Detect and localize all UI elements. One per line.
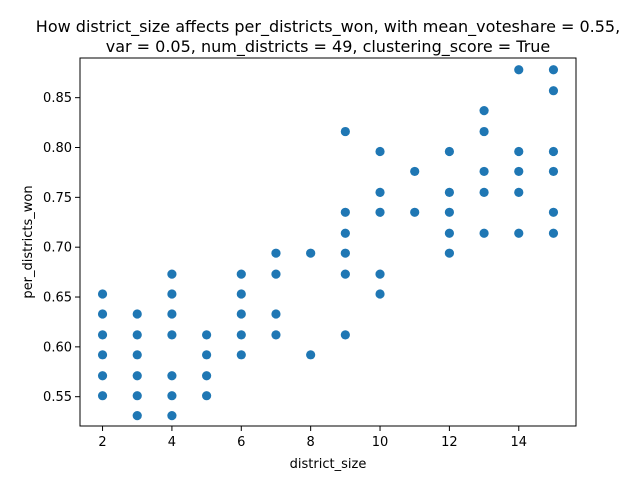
scatter-point [375, 207, 385, 217]
scatter-point [375, 289, 385, 299]
x-tick-label: 12 [441, 435, 458, 450]
scatter-point [375, 187, 385, 197]
x-tick-label: 4 [168, 435, 176, 450]
scatter-point [548, 166, 559, 177]
scatter-point [444, 187, 454, 197]
scatter-point [444, 248, 454, 258]
scatter-point [514, 65, 524, 75]
x-tick-label: 10 [372, 435, 389, 450]
y-tick-label: 0.80 [43, 141, 72, 156]
scatter-point [97, 391, 108, 401]
scatter-point [444, 207, 454, 217]
y-tick-label: 0.60 [43, 340, 72, 355]
y-axis-label: per_districts_won [21, 185, 36, 298]
y-axis-ticks: 0.55 0.60 0.65 0.70 0.75 0.80 0.85 [43, 91, 80, 405]
scatter-point [340, 269, 350, 279]
x-axis-ticks: 2 4 6 8 10 12 14 [98, 426, 527, 450]
x-tick-label: 2 [98, 435, 106, 450]
scatter-point [444, 146, 454, 157]
scatter-point [514, 166, 524, 177]
scatter-point [132, 309, 142, 319]
scatter-point [132, 330, 142, 340]
scatter-point [514, 187, 524, 197]
x-tick-label: 6 [237, 435, 245, 450]
scatter-point [236, 309, 246, 319]
scatter-point [132, 391, 142, 401]
y-tick-label: 0.70 [43, 241, 72, 256]
scatter-point [548, 146, 559, 157]
scatter-point [444, 228, 454, 238]
scatter-point [479, 106, 489, 116]
scatter-point [167, 269, 177, 279]
scatter-point [340, 248, 350, 258]
scatter-point [340, 207, 350, 217]
chart-title-line-1: How district_size affects per_districts_… [36, 17, 620, 37]
scatter-point [514, 146, 524, 157]
plot-area-frame [79, 57, 577, 427]
scatter-point [97, 309, 108, 319]
scatter-point [479, 166, 489, 177]
scatter-point [548, 86, 559, 96]
x-axis-label: district_size [290, 457, 367, 472]
scatter-point [340, 330, 350, 340]
scatter-point [340, 126, 350, 137]
scatter-point [97, 289, 108, 299]
scatter-point [410, 166, 420, 177]
scatter-point [167, 289, 177, 299]
scatter-point [97, 330, 108, 340]
scatter-point [132, 371, 142, 381]
scatter-point [410, 207, 420, 217]
x-tick-label: 14 [510, 435, 527, 450]
scatter-point [167, 309, 177, 319]
scatter-point [97, 350, 108, 360]
y-tick-label: 0.65 [43, 291, 72, 306]
scatter-point [132, 411, 142, 421]
scatter-point [271, 269, 281, 279]
scatter-point [375, 146, 385, 157]
scatter-point [167, 411, 177, 421]
y-tick-label: 0.85 [43, 91, 72, 106]
scatter-point [548, 65, 559, 75]
scatter-point [236, 269, 246, 279]
scatter-point [479, 187, 489, 197]
y-tick-label: 0.75 [43, 191, 72, 206]
scatter-point [479, 126, 489, 137]
x-tick-label: 8 [307, 435, 315, 450]
scatter-point [548, 207, 559, 217]
scatter-point [236, 289, 246, 299]
data-points [97, 65, 559, 421]
scatter-point [271, 248, 281, 258]
scatter-point [167, 330, 177, 340]
scatter-point [167, 391, 177, 401]
scatter-point [202, 330, 212, 340]
scatter-point [167, 371, 177, 381]
scatter-point [236, 350, 246, 360]
scatter-point [306, 248, 316, 258]
scatter-point [514, 228, 524, 238]
scatter-point [202, 391, 212, 401]
scatter-point [202, 350, 212, 360]
scatter-point [306, 350, 316, 360]
scatter-point [479, 228, 489, 238]
scatter-point [375, 269, 385, 279]
scatter-point [132, 350, 142, 360]
y-tick-label: 0.55 [43, 390, 72, 405]
scatter-point [202, 371, 212, 381]
scatter-point [548, 228, 559, 238]
scatter-point [271, 309, 281, 319]
chart-title-line-2: var = 0.05, num_districts = 49, clusteri… [106, 37, 551, 57]
scatter-point [97, 371, 108, 381]
scatter-point [340, 228, 350, 238]
scatter-point [236, 330, 246, 340]
scatter-point [271, 330, 281, 340]
